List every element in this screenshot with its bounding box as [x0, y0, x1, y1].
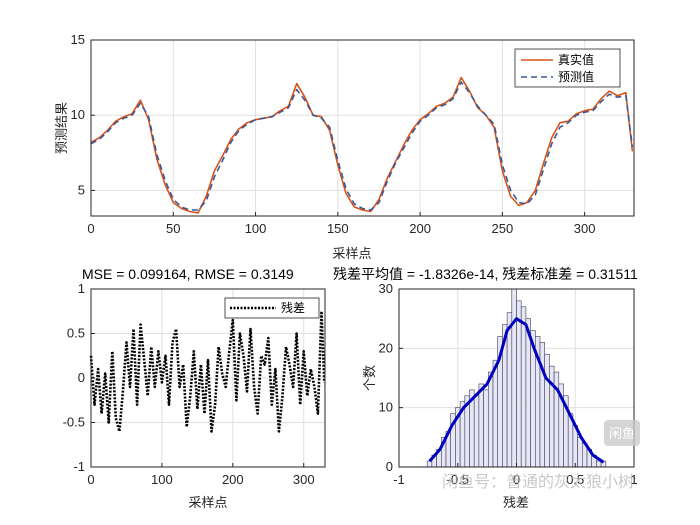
histogram-bar — [506, 312, 513, 468]
histogram-bar — [487, 371, 494, 468]
x-tick-label: 200 — [222, 472, 244, 487]
y-tick-label: 10 — [379, 400, 393, 415]
histogram-bar — [520, 306, 527, 468]
series-line-true — [90, 76, 634, 214]
watermark-logo-text: 闲鱼 — [609, 426, 635, 442]
y-tick-label: 1 — [78, 281, 85, 296]
x-tick-label: 50 — [166, 221, 180, 236]
legend-label-residual: 残差 — [281, 301, 305, 315]
histogram-bar — [483, 389, 489, 468]
x-tick-label: -0.5 — [447, 472, 469, 487]
watermark-logo-icon — [604, 420, 640, 446]
legend-box — [514, 48, 621, 88]
top-xlabel: 采样点 — [332, 247, 371, 262]
histogram-bar — [525, 318, 531, 468]
histogram-ylabel: 个数 — [363, 365, 378, 391]
x-tick-label: 300 — [574, 221, 596, 236]
x-tick-label: 250 — [492, 221, 514, 236]
axes-frame — [90, 39, 635, 217]
series-line-predicted — [90, 81, 634, 211]
legend-label-true: 真实值 — [558, 52, 594, 67]
watermark: 闲鱼 闲鱼号：普通的灰太狼小树 — [442, 420, 640, 491]
x-tick-label: 300 — [293, 472, 315, 487]
y-tick-label: -1 — [73, 459, 85, 474]
y-tick-label: 15 — [71, 32, 85, 47]
histogram-bar — [511, 288, 517, 468]
fit-curve — [428, 317, 605, 464]
x-tick-label: 150 — [327, 221, 349, 236]
legend-label-predicted: 预测值 — [558, 69, 594, 84]
y-tick-label: 30 — [379, 281, 393, 296]
residual-line-axes: 0 100 200 300 -1 -0.5 0 0.5 1 残差 — [63, 281, 326, 487]
histogram-bar — [492, 359, 498, 468]
bottom-right-title: 残差平均值 = -1.8326e-14, 残差标准差 = 0.31511 — [333, 266, 638, 282]
x-tick-label: 100 — [245, 221, 267, 236]
x-tick-label: 100 — [151, 472, 173, 487]
y-tick-label: 0 — [78, 370, 85, 385]
bottom-left-title: MSE = 0.099164, RMSE = 0.3149 — [82, 266, 294, 282]
x-tick-label: -1 — [393, 472, 405, 487]
x-tick-label: 200 — [409, 221, 431, 236]
x-tick-label: 0 — [513, 472, 520, 487]
x-tick-label: 1 — [630, 472, 637, 487]
watermark-text: 闲鱼号：普通的灰太狼小树 — [442, 472, 634, 491]
histogram-bar — [473, 395, 480, 468]
histogram-bar — [577, 437, 583, 468]
y-tick-label: -0.5 — [63, 415, 85, 430]
histogram-bar — [478, 383, 484, 468]
x-tick-label: 0 — [87, 472, 94, 487]
series-line-residual — [89, 309, 326, 433]
histogram-xlabel: 残差 — [503, 496, 529, 511]
y-tick-label: 20 — [379, 340, 393, 355]
legend: 残差 — [224, 297, 320, 319]
histogram-bar — [544, 353, 550, 468]
y-tick-label: 10 — [71, 107, 85, 122]
residual-xlabel: 采样点 — [188, 496, 227, 511]
x-tick-label: 0 — [87, 221, 94, 236]
y-tick-label: 5 — [78, 182, 85, 197]
histogram-bar — [426, 460, 433, 468]
y-tick-label: 0.5 — [67, 326, 85, 341]
top-ylabel: 预测结果 — [55, 102, 70, 154]
histogram-bar — [516, 300, 522, 468]
x-tick-label: 0.5 — [566, 472, 584, 487]
y-tick-label: 0 — [386, 459, 393, 474]
